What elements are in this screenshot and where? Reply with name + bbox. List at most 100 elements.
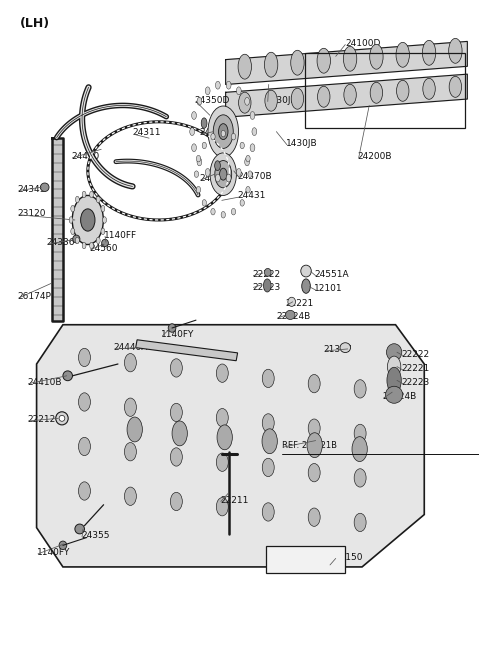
- Ellipse shape: [250, 112, 255, 119]
- Ellipse shape: [226, 81, 231, 89]
- Ellipse shape: [396, 43, 409, 67]
- Text: 24350D: 24350D: [194, 96, 230, 105]
- Ellipse shape: [370, 82, 383, 103]
- Ellipse shape: [286, 310, 295, 319]
- Ellipse shape: [82, 191, 86, 197]
- Polygon shape: [52, 138, 63, 321]
- Ellipse shape: [190, 128, 194, 136]
- Text: 22212: 22212: [27, 415, 55, 424]
- Text: 22223: 22223: [402, 378, 430, 387]
- Ellipse shape: [343, 47, 357, 72]
- Ellipse shape: [101, 228, 105, 235]
- Ellipse shape: [246, 186, 250, 193]
- Text: 24431: 24431: [238, 192, 266, 200]
- Ellipse shape: [354, 469, 366, 487]
- Ellipse shape: [291, 89, 304, 109]
- Text: 24355: 24355: [81, 531, 109, 540]
- Ellipse shape: [124, 443, 136, 461]
- Ellipse shape: [208, 106, 239, 157]
- Text: 1140FY: 1140FY: [36, 548, 70, 557]
- Text: 24311: 24311: [132, 129, 161, 137]
- Text: 24410B: 24410B: [27, 378, 61, 387]
- Polygon shape: [136, 340, 238, 361]
- Ellipse shape: [210, 153, 237, 195]
- Ellipse shape: [221, 131, 226, 137]
- Ellipse shape: [237, 87, 241, 94]
- Ellipse shape: [301, 265, 312, 277]
- Ellipse shape: [246, 155, 250, 162]
- Ellipse shape: [262, 414, 274, 432]
- Ellipse shape: [396, 80, 409, 101]
- Ellipse shape: [245, 158, 250, 166]
- Ellipse shape: [387, 367, 401, 394]
- Ellipse shape: [78, 482, 90, 500]
- Ellipse shape: [202, 142, 206, 149]
- Ellipse shape: [216, 409, 228, 427]
- Ellipse shape: [449, 76, 462, 97]
- Ellipse shape: [202, 199, 206, 206]
- Text: 24349: 24349: [17, 185, 46, 194]
- Ellipse shape: [308, 419, 320, 438]
- Ellipse shape: [226, 174, 231, 182]
- Ellipse shape: [291, 51, 304, 75]
- Ellipse shape: [262, 502, 274, 521]
- Text: 12101: 12101: [314, 284, 343, 293]
- Ellipse shape: [354, 380, 366, 398]
- Ellipse shape: [216, 364, 228, 382]
- Ellipse shape: [237, 169, 241, 176]
- Text: 24361A: 24361A: [199, 174, 234, 183]
- Text: 22223: 22223: [252, 283, 280, 292]
- Ellipse shape: [215, 161, 232, 188]
- Ellipse shape: [101, 205, 105, 212]
- Ellipse shape: [90, 242, 94, 249]
- Ellipse shape: [219, 168, 227, 180]
- Ellipse shape: [170, 359, 182, 377]
- Ellipse shape: [201, 118, 207, 129]
- Ellipse shape: [215, 161, 220, 171]
- Ellipse shape: [449, 39, 462, 63]
- Ellipse shape: [170, 403, 182, 422]
- Text: 24361A: 24361A: [199, 129, 234, 137]
- Ellipse shape: [63, 371, 72, 380]
- Ellipse shape: [217, 425, 232, 450]
- Text: 1430JB: 1430JB: [286, 139, 317, 148]
- Text: 24420: 24420: [72, 152, 100, 161]
- Text: 22224B: 22224B: [276, 312, 310, 321]
- Text: 22221: 22221: [286, 299, 314, 308]
- Ellipse shape: [216, 81, 220, 89]
- Ellipse shape: [40, 183, 49, 192]
- Polygon shape: [226, 74, 468, 117]
- Ellipse shape: [248, 171, 252, 177]
- Polygon shape: [226, 41, 468, 85]
- Ellipse shape: [252, 128, 257, 136]
- Ellipse shape: [239, 92, 251, 113]
- Ellipse shape: [127, 417, 143, 442]
- Text: 24336: 24336: [46, 238, 75, 247]
- Text: 1140FF: 1140FF: [104, 230, 137, 239]
- Text: 22224B: 22224B: [383, 392, 417, 401]
- Ellipse shape: [196, 186, 201, 193]
- Ellipse shape: [318, 87, 330, 107]
- Text: 24551A: 24551A: [314, 270, 349, 279]
- Ellipse shape: [205, 87, 210, 94]
- Ellipse shape: [288, 297, 296, 306]
- Ellipse shape: [82, 242, 86, 249]
- Ellipse shape: [262, 429, 277, 454]
- Ellipse shape: [231, 133, 236, 140]
- Text: 23120: 23120: [17, 209, 46, 218]
- Ellipse shape: [73, 235, 80, 243]
- Ellipse shape: [197, 97, 202, 105]
- Ellipse shape: [238, 54, 252, 79]
- Ellipse shape: [72, 195, 103, 245]
- Ellipse shape: [78, 438, 90, 456]
- Ellipse shape: [192, 144, 196, 152]
- Text: 24150: 24150: [335, 552, 363, 562]
- Ellipse shape: [264, 279, 271, 292]
- Ellipse shape: [264, 268, 271, 276]
- Text: 22222: 22222: [402, 350, 430, 359]
- Ellipse shape: [245, 97, 250, 105]
- Text: 24560: 24560: [89, 243, 118, 253]
- Ellipse shape: [56, 412, 68, 425]
- Polygon shape: [36, 325, 424, 567]
- Text: 22221: 22221: [402, 364, 430, 373]
